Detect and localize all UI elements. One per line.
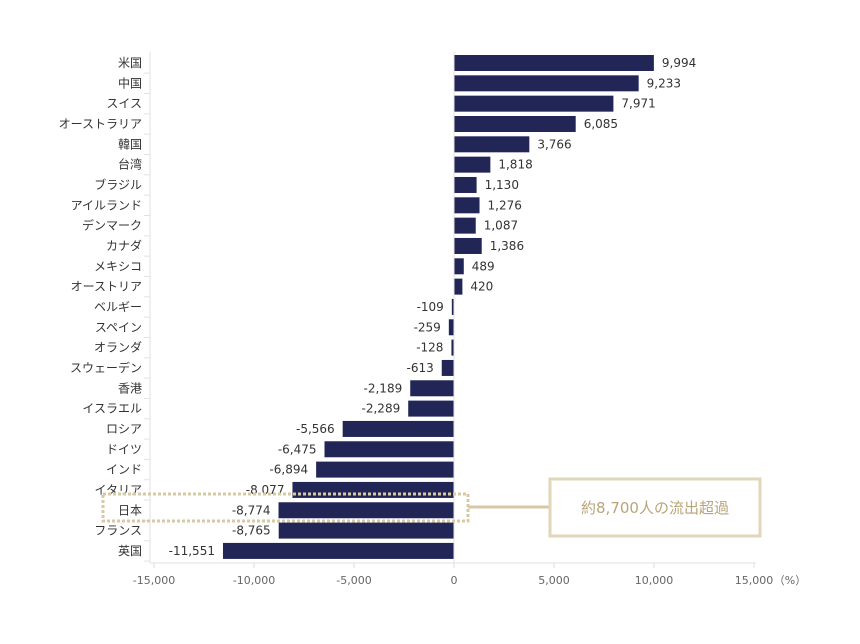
value-label: -8,765: [232, 524, 271, 538]
category-label: ロシア: [106, 422, 142, 436]
annotation-box: [548, 477, 762, 538]
x-tick-label: -10,000: [233, 574, 275, 587]
x-tick-label: 5,000: [538, 574, 570, 587]
x-tick-label: -15,000: [133, 574, 175, 587]
value-label: -2,189: [364, 381, 403, 395]
bar: [410, 380, 454, 397]
bar: [342, 420, 454, 437]
bar: [278, 502, 454, 519]
bar: [454, 197, 480, 214]
category-label: オーストラリア: [59, 117, 142, 131]
bar: [278, 522, 454, 539]
category-label: メキシコ: [94, 259, 142, 273]
value-label: 1,386: [490, 239, 524, 253]
bar: [454, 176, 477, 193]
value-label: 9,994: [662, 56, 696, 70]
x-tick-label: 0: [451, 574, 458, 587]
value-label: 1,130: [485, 178, 519, 192]
value-label: 7,971: [621, 97, 655, 111]
bar: [324, 441, 454, 458]
bar: [316, 461, 454, 478]
bar: [454, 95, 614, 112]
category-label: ベルギー: [94, 300, 142, 314]
x-tick-label: 10,000: [635, 574, 674, 587]
category-label: オーストリア: [71, 280, 142, 294]
value-label: -128: [416, 341, 443, 355]
bar: [454, 258, 464, 275]
category-label: フランス: [94, 524, 142, 538]
bar: [454, 115, 576, 132]
bar: [448, 319, 454, 336]
category-label: 米国: [118, 56, 142, 70]
category-label: 英国: [118, 544, 142, 558]
value-label: -613: [407, 361, 434, 375]
bar: [222, 542, 454, 559]
category-label: スウェーデン: [70, 360, 142, 375]
bar: [454, 278, 463, 295]
value-label: -5,566: [296, 422, 335, 436]
annotation-text: 約8,700人の流出超過: [581, 499, 729, 517]
value-label: -2,289: [362, 402, 401, 416]
bar: [454, 237, 482, 254]
value-label: -8,774: [232, 503, 271, 517]
category-label: 香港: [118, 381, 142, 395]
bar: [454, 156, 491, 173]
bar: [454, 75, 639, 92]
bar: [441, 359, 454, 376]
category-label: 韓国: [118, 137, 142, 151]
category-label: アイルランド: [71, 198, 142, 212]
bar: [292, 481, 454, 498]
category-label: 台湾: [118, 157, 142, 172]
category-label: スイス: [106, 97, 142, 111]
bar: [451, 298, 454, 315]
bar: [454, 217, 476, 234]
category-label: 日本: [118, 503, 142, 517]
category-label: デンマーク: [82, 218, 142, 233]
value-label: 9,233: [647, 76, 681, 90]
value-label: -6,475: [278, 442, 317, 456]
value-label: -259: [414, 320, 441, 334]
value-label: 1,087: [484, 219, 518, 233]
value-label: 1,276: [488, 198, 522, 212]
category-label: スペイン: [95, 320, 142, 334]
value-label: -109: [417, 300, 444, 314]
value-label: -6,894: [269, 463, 308, 477]
value-label: 3,766: [537, 137, 571, 151]
value-label: 489: [472, 259, 495, 273]
bar: [408, 400, 454, 417]
value-label: 420: [470, 280, 493, 294]
bar: [451, 339, 454, 356]
category-label: インド: [106, 463, 142, 477]
value-label: 6,085: [584, 117, 618, 131]
category-label: イスラエル: [82, 402, 142, 416]
bar: [454, 136, 530, 153]
x-unit-label: （%）: [774, 574, 806, 587]
category-label: ブラジル: [94, 177, 142, 192]
x-tick-label: -5,000: [336, 574, 371, 587]
category-label: ドイツ: [106, 442, 142, 456]
category-label: 中国: [118, 75, 142, 90]
x-tick-label: 15,000: [735, 574, 774, 587]
category-label: オランダ: [94, 340, 142, 355]
value-label: 1,818: [498, 158, 532, 172]
highlight-box: [101, 492, 470, 523]
category-label: カナダ: [106, 238, 142, 253]
bar: [454, 55, 654, 71]
value-label: -11,551: [169, 544, 215, 558]
